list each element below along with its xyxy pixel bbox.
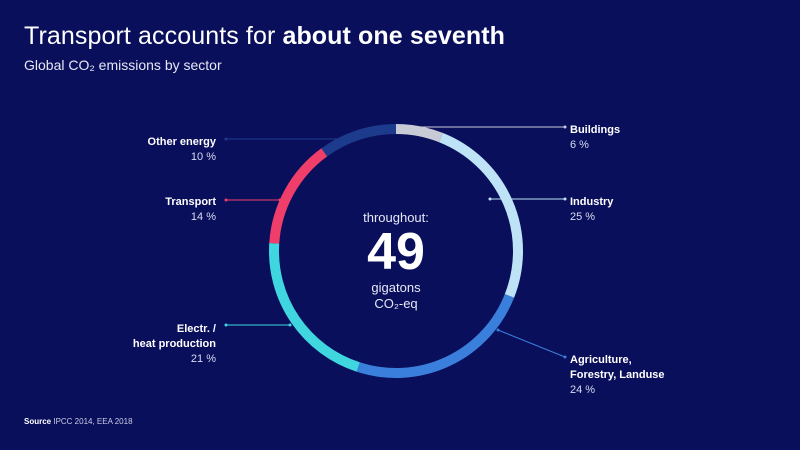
slice-label-agriculture: Agriculture, Forestry, Landuse 24 % <box>570 353 665 398</box>
donut-slice-electricity <box>269 243 360 372</box>
slice-label-transport: Transport 14 % <box>100 195 216 225</box>
leader-dot-electricity <box>224 323 228 327</box>
title-bold: about one seventh <box>282 22 505 50</box>
donut-slice-buildings <box>395 124 443 143</box>
slice-label-buildings: Buildings 6 % <box>570 123 620 153</box>
slice-name-industry: Industry <box>570 196 614 208</box>
total-value: 49 <box>367 223 425 281</box>
chart-title: Transport accounts for about one seventh <box>24 22 505 51</box>
leader-dot-agriculture <box>496 328 500 332</box>
slice-value-other-energy: 10 % <box>190 151 216 163</box>
slice-label-other-energy: Other energy 10 % <box>100 135 216 165</box>
slice-value-buildings: 6 % <box>570 139 589 151</box>
donut-slice-other-energy <box>321 124 397 157</box>
leader-dot-other-energy <box>224 137 228 141</box>
source-text: IPCC 2014, EEA 2018 <box>51 417 133 426</box>
total-unit-line1: gigatons <box>371 280 421 295</box>
leader-dot-transport <box>224 198 228 202</box>
leader-dot-other-energy <box>338 137 342 141</box>
slice-value-electricity: 21 % <box>190 353 216 365</box>
leader-dot-agriculture <box>563 355 567 359</box>
total-caption: throughout: <box>363 210 429 225</box>
leader-dot-industry <box>563 197 567 201</box>
donut-slice-agriculture <box>356 294 515 378</box>
slice-name-buildings: Buildings <box>570 124 621 136</box>
slice-value-transport: 14 % <box>190 211 216 223</box>
title-regular: Transport accounts for <box>24 22 283 50</box>
donut-slice-industry <box>439 132 523 298</box>
slice-name-electricity: Electr. / heat production <box>132 323 216 350</box>
leader-line-agriculture <box>497 329 566 358</box>
total-unit-line2: CO₂-eq <box>374 296 418 311</box>
leader-dot-industry <box>488 197 492 201</box>
slice-value-industry: 25 % <box>570 211 596 223</box>
source-label: Source <box>24 417 52 426</box>
slice-name-other-energy: Other energy <box>147 136 216 148</box>
slice-label-industry: Industry 25 % <box>570 195 613 225</box>
leader-dot-electricity <box>288 323 292 327</box>
slice-name-agriculture: Agriculture, Forestry, Landuse <box>570 354 665 381</box>
leader-dot-buildings <box>563 125 567 129</box>
slice-value-agriculture: 24 % <box>570 384 596 396</box>
source-note: Source IPCC 2014, EEA 2018 <box>24 417 133 426</box>
donut-slice-transport <box>269 148 328 244</box>
leader-dot-buildings <box>398 125 402 129</box>
leader-dot-transport <box>278 198 282 202</box>
slice-label-electricity: Electr. / heat production 21 % <box>100 322 216 367</box>
chart-subtitle: Global CO₂ emissions by sector <box>24 57 222 73</box>
slice-name-transport: Transport <box>165 196 216 208</box>
